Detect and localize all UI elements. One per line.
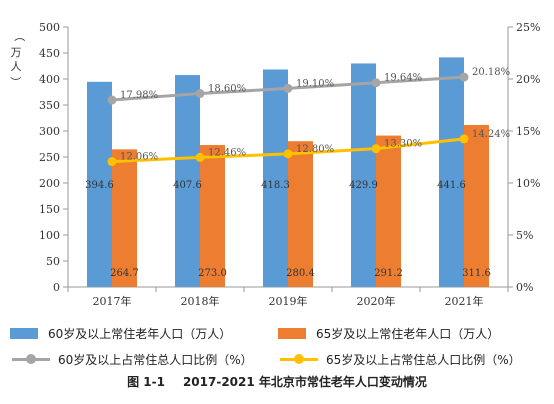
y-tick-label: 200	[39, 177, 60, 190]
y-tick-label: 400	[39, 73, 60, 86]
axes: 0 50 100 150 200 250 300 350 400 450 500 0% 5% 10% 15%…	[9, 21, 540, 308]
bar	[376, 135, 401, 287]
bar-value-label: 291.2	[374, 268, 403, 279]
legend: 60岁及以上常住老年人口（万人） 65岁及以上常住老年人口（万人） 60岁及以上…	[10, 320, 550, 372]
y2-tick-label: 15%	[516, 125, 540, 138]
y-tick-label: 300	[39, 125, 60, 138]
y-tick-label: 150	[39, 203, 60, 216]
ratio-point	[459, 134, 469, 144]
legend-item-60-ratio: 60岁及以上占常住总人口比例（%）	[10, 351, 278, 368]
ratio-lines	[107, 72, 469, 167]
x-tick-label: 2021年	[445, 294, 484, 308]
legend-label: 65岁及以上常住老年人口（万人）	[316, 326, 500, 341]
bar	[200, 145, 225, 287]
y2-tick-label: 10%	[516, 177, 540, 190]
ratio-point	[195, 152, 205, 162]
y-axis-title-char: 万	[11, 46, 22, 59]
ratio-value-label: 12.46%	[208, 147, 246, 158]
ratio-point	[283, 149, 293, 159]
ratio-value-label: 17.98%	[120, 90, 158, 101]
y-tick-label: 350	[39, 99, 60, 112]
x-tick-label: 2018年	[181, 294, 220, 308]
ratio-point	[371, 144, 381, 154]
bar	[288, 141, 313, 287]
x-tick-label: 2019年	[269, 294, 308, 308]
ratio-value-label: 14.24%	[472, 129, 510, 140]
legend-label: 60岁及以上常住老年人口（万人）	[48, 326, 232, 341]
y2-tick-label: 25%	[516, 21, 540, 34]
bar-value-label: 280.4	[286, 268, 315, 279]
legend-swatch-blue	[10, 327, 38, 339]
bar-value-label: 407.6	[173, 180, 202, 191]
bar	[175, 75, 200, 287]
bars	[87, 57, 489, 288]
bar-value-label: 441.6	[437, 180, 466, 191]
figure-number: 图 1-1	[127, 375, 165, 389]
legend-item-65-population: 65岁及以上常住老年人口（万人）	[278, 325, 546, 342]
bar-value-label: 264.7	[110, 268, 139, 279]
bar-value-label: 273.0	[198, 268, 227, 279]
ratio-value-label: 19.10%	[296, 78, 334, 89]
y2-tick-label: 20%	[516, 73, 540, 86]
ratio-value-label: 18.60%	[208, 84, 246, 95]
y2-tick-label: 5%	[516, 229, 533, 242]
y-tick-label: 500	[39, 21, 60, 34]
legend-label: 60岁及以上占常住总人口比例（%）	[58, 352, 253, 367]
y-tick-label: 250	[39, 151, 60, 164]
legend-swatch-orange	[278, 327, 306, 339]
figure-title: 2017-2021 年北京市常住老年人口变动情况	[182, 375, 427, 389]
y-tick-label: 50	[46, 255, 60, 268]
x-tick-label: 2020年	[357, 294, 396, 308]
ratio-point	[195, 89, 205, 99]
bar-value-label: 311.6	[462, 268, 491, 279]
ratio-value-label: 20.18%	[472, 67, 510, 78]
bar	[439, 57, 464, 288]
bar-value-label: 418.3	[261, 180, 290, 191]
bar-value-label: 394.6	[85, 180, 114, 191]
ratio-value-label: 19.64%	[384, 73, 422, 84]
y-axis-title-paren-open: （	[13, 31, 26, 42]
bar	[263, 69, 288, 287]
ratio-point	[107, 157, 117, 167]
chart-area: 0 50 100 150 200 250 300 350 400 450 500 0% 5% 10% 15%…	[9, 21, 540, 308]
ratio-point	[459, 72, 469, 82]
ratio-value-label: 13.30%	[384, 139, 422, 150]
legend-item-65-ratio: 65岁及以上占常住总人口比例（%）	[278, 351, 546, 368]
figure-caption: 图 1-1 2017-2021 年北京市常住老年人口变动情况	[0, 373, 554, 390]
y2-tick-label: 0%	[516, 281, 533, 294]
y-tick-label: 100	[39, 229, 60, 242]
legend-row-lines: 60岁及以上占常住总人口比例（%） 65岁及以上占常住总人口比例（%）	[10, 346, 550, 372]
legend-row-bars: 60岁及以上常住老年人口（万人） 65岁及以上常住老年人口（万人）	[10, 320, 550, 346]
bar	[351, 63, 376, 288]
ratio-point	[371, 78, 381, 88]
y-axis-title-char: 人	[11, 60, 22, 73]
bar	[112, 149, 137, 287]
y-tick-label: 450	[39, 47, 60, 60]
legend-item-60-population: 60岁及以上常住老年人口（万人）	[10, 325, 278, 342]
x-tick-label: 2017年	[93, 294, 132, 308]
legend-swatch-gray-line	[10, 353, 52, 365]
legend-swatch-yellow-line	[278, 353, 320, 365]
ratio-value-label: 12.06%	[120, 152, 158, 163]
data-labels: 394.6 407.6 418.3 429.9 441.6 264.7 273.0 280.4…	[85, 67, 510, 279]
ratio-value-label: 12.80%	[296, 144, 334, 155]
legend-label: 65岁及以上占常住总人口比例（%）	[326, 352, 521, 367]
bar	[464, 124, 489, 287]
ratio-point	[107, 95, 117, 105]
ratio-point	[283, 83, 293, 93]
y-axis-title-paren-close: ）	[9, 77, 22, 88]
y-tick-label: 0	[53, 281, 60, 294]
bar-value-label: 429.9	[349, 180, 378, 191]
bar	[87, 81, 112, 287]
